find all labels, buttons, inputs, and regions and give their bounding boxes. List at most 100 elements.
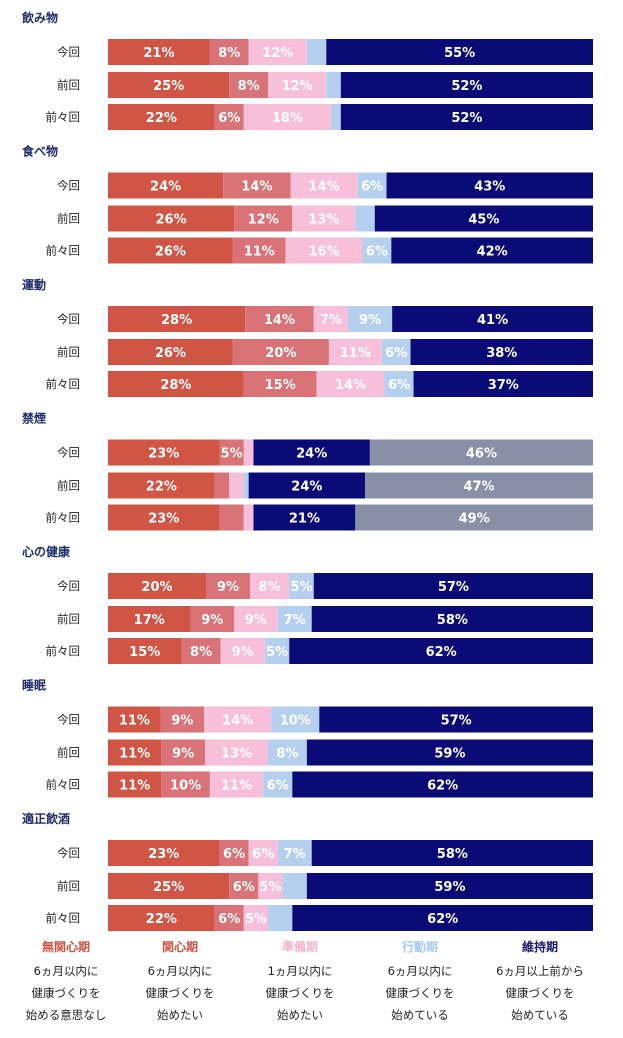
data-label: 8%	[238, 79, 260, 94]
bar-segment	[292, 905, 593, 931]
bar-segment	[219, 439, 244, 466]
data-label: 18%	[272, 111, 303, 126]
bar-segment	[292, 205, 356, 232]
data-label: 6%	[385, 346, 407, 361]
bar-segment	[108, 72, 230, 98]
bar-segment	[232, 339, 329, 365]
bar-segment	[285, 237, 363, 264]
data-label: 26%	[155, 245, 186, 260]
data-label: 11%	[119, 779, 150, 794]
bar-segment	[229, 472, 244, 499]
data-label: 46%	[466, 447, 497, 462]
legend-desc: 健康づくりを	[385, 986, 455, 1000]
bar-segment	[340, 72, 593, 98]
legend-desc: 1ヵ月以内に	[267, 964, 333, 978]
bar-segment	[381, 339, 411, 365]
data-label: 62%	[426, 645, 457, 660]
bar-segment	[384, 371, 414, 397]
legend-desc: 健康づくりを	[265, 986, 335, 1000]
row-label: 今回	[57, 846, 80, 860]
data-label: 11%	[340, 346, 371, 361]
bar-segment	[340, 104, 593, 130]
bar-segment	[181, 638, 221, 664]
bar-segment	[209, 39, 249, 65]
bar-segment	[204, 706, 272, 733]
bar-segment	[243, 104, 332, 130]
legend-desc: 始めたい	[157, 1008, 203, 1022]
legend-item: 維持期 6ヵ月以上前から 健康づくりを 始めている	[480, 938, 600, 1026]
data-label: 6%	[233, 880, 255, 895]
row-label: 前回	[57, 212, 80, 226]
data-label: 38%	[486, 346, 517, 361]
data-label: 59%	[434, 880, 465, 895]
bar-segment	[292, 771, 593, 798]
bar-segment	[277, 606, 312, 632]
data-label: 52%	[451, 79, 482, 94]
data-label: 26%	[155, 346, 186, 361]
data-label: 11%	[244, 245, 275, 260]
bar-segment	[282, 873, 307, 899]
data-label: 12%	[262, 46, 293, 61]
bar-segment	[311, 606, 593, 632]
bar-segment	[219, 504, 244, 531]
bar-segment	[108, 172, 224, 199]
legend-desc: 6ヵ月以内に	[387, 964, 453, 978]
bar-segment	[108, 439, 220, 466]
data-label: 49%	[459, 512, 490, 527]
data-label: 17%	[134, 613, 165, 628]
data-label: 58%	[437, 613, 468, 628]
group-title: 運動	[22, 277, 46, 292]
legend-item: 準備期 1ヵ月以内に 健康づくりを 始めたい	[240, 938, 360, 1026]
bar-segment	[108, 237, 233, 264]
legend-desc: 健康づくりを	[31, 986, 101, 1000]
data-label: 25%	[153, 79, 184, 94]
bar-segment	[108, 573, 206, 599]
data-label: 5%	[221, 447, 243, 462]
bar-segment	[229, 72, 269, 98]
data-label: 24%	[296, 447, 327, 462]
bar-segment	[229, 873, 259, 899]
bar-segment	[306, 739, 593, 766]
bar-segment	[362, 237, 392, 264]
bar-segment	[306, 39, 327, 65]
row-label: 今回	[57, 312, 80, 326]
data-label: 9%	[171, 714, 193, 729]
bar-segment	[311, 840, 593, 866]
data-label: 14%	[335, 378, 366, 393]
bar-segment	[234, 205, 293, 232]
data-label: 6%	[218, 111, 240, 126]
legend-desc: 始めている	[511, 1008, 569, 1022]
legend-title: 無関心期	[41, 940, 90, 954]
bar-segment	[232, 237, 286, 264]
group-title: 禁煙	[22, 411, 46, 426]
data-label: 10%	[280, 714, 311, 729]
data-label: 9%	[359, 313, 381, 328]
legend-title: 関心期	[161, 940, 198, 954]
bar-segment	[289, 638, 593, 664]
bar-segment	[306, 873, 593, 899]
data-label: 5%	[245, 912, 267, 927]
legend-desc: 始めている	[391, 1008, 449, 1022]
legend-desc: 健康づくりを	[505, 986, 575, 1000]
row-label: 前回	[57, 78, 80, 92]
bar-segment	[108, 339, 233, 365]
bar-segment	[268, 905, 293, 931]
bar-segment	[391, 237, 593, 264]
bar-segment	[313, 573, 593, 599]
bar-segment	[253, 439, 370, 466]
row-label: 今回	[57, 579, 80, 593]
data-label: 9%	[201, 613, 223, 628]
legend-desc: 始めたい	[277, 1008, 323, 1022]
data-label: 11%	[221, 779, 252, 794]
data-label: 10%	[170, 779, 201, 794]
legend-item: 関心期 6ヵ月以内に 健康づくりを 始めたい	[120, 938, 240, 1026]
bar-segment	[365, 472, 593, 499]
data-label: 45%	[468, 213, 499, 228]
row-label: 前回	[57, 345, 80, 359]
data-label: 22%	[146, 111, 177, 126]
bar-segment	[108, 606, 191, 632]
row-label: 前々回	[46, 778, 81, 792]
row-label: 前々回	[46, 110, 81, 124]
bar-segment	[161, 739, 205, 766]
bar-segment	[290, 172, 358, 199]
